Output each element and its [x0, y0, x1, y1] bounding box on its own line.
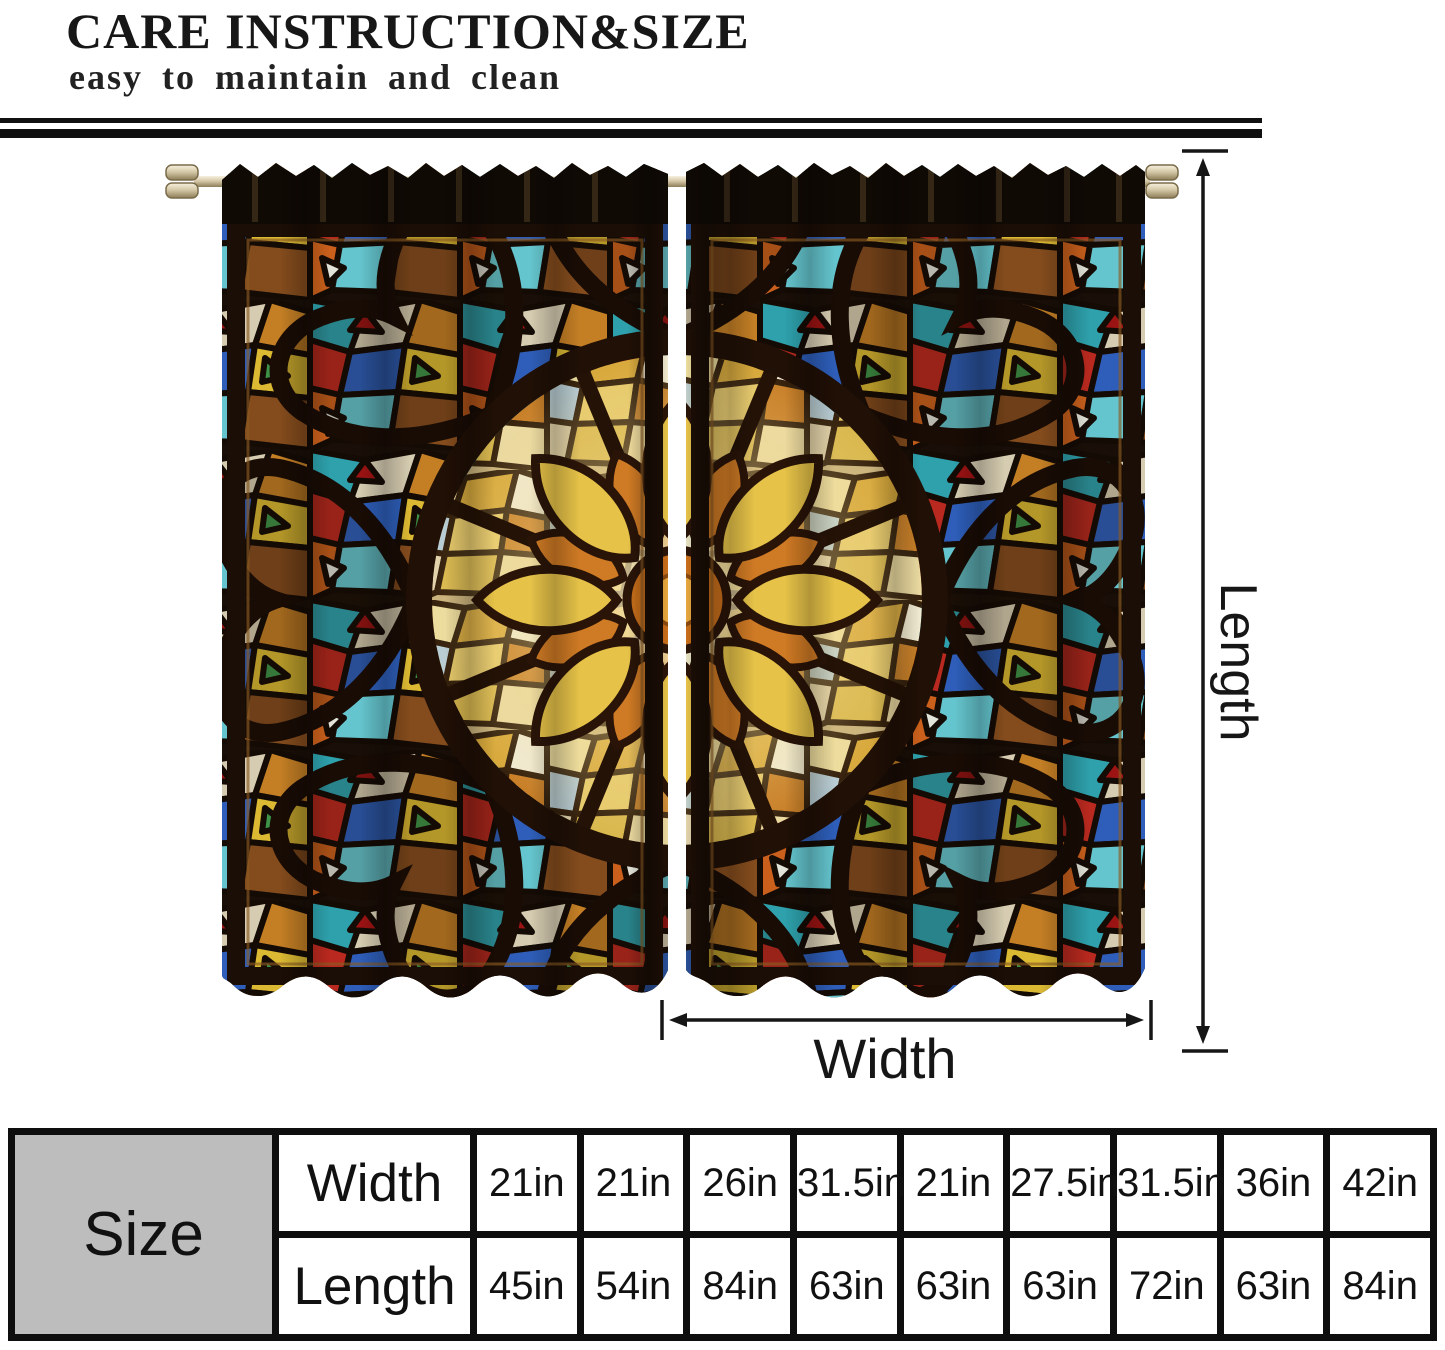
width-value: 26in [683, 1128, 797, 1238]
divider-line-thin [0, 118, 1262, 123]
table-row-width: Size Width 21in 21in 26in 31.5in 21in 27… [8, 1128, 1437, 1341]
page-subtitle: easy to maintain and clean [69, 57, 562, 97]
width-value: 21in [896, 1128, 1011, 1238]
length-value: 72in [1109, 1231, 1224, 1341]
length-value: 63in [1216, 1231, 1331, 1341]
table-row-length: Length 45in 54in 84in 63in 63in 63in 72i… [12, 1231, 1437, 1341]
length-dimension-arrow [1182, 149, 1228, 1053]
width-label: Width [813, 1027, 957, 1090]
width-dimension-arrow [660, 1000, 1153, 1040]
stained-glass-curtain-artwork [165, 150, 1179, 1010]
length-value: 63in [896, 1231, 1011, 1341]
rod-finial-left [165, 164, 199, 199]
size-table: Size Width 21in 21in 26in 31.5in 21in 27… [8, 1128, 1437, 1341]
length-label: Length [1209, 582, 1267, 742]
width-value: 21in [470, 1128, 584, 1238]
length-value: 45in [470, 1231, 584, 1341]
divider-line-thick [0, 129, 1262, 138]
width-row-header: Width [272, 1128, 477, 1238]
length-value: 84in [683, 1231, 797, 1341]
length-value: 63in [789, 1231, 904, 1341]
page-title: CARE INSTRUCTION&SIZE [66, 3, 750, 59]
length-value: 63in [1003, 1231, 1117, 1341]
curtain-product-image [160, 150, 1200, 1010]
rod-finial-right [1145, 164, 1179, 199]
width-value: 42in [1323, 1128, 1437, 1238]
length-value: 84in [1323, 1231, 1437, 1341]
width-value: 31.5in [789, 1128, 906, 1238]
size-corner-cell: Size [8, 1128, 279, 1341]
width-value: 31.5in [1109, 1128, 1226, 1238]
length-row-header: Length [272, 1231, 477, 1341]
width-value: 21in [576, 1128, 691, 1238]
width-value: 27.5in [1003, 1128, 1119, 1238]
length-value: 54in [576, 1231, 691, 1341]
width-value: 36in [1216, 1128, 1331, 1238]
